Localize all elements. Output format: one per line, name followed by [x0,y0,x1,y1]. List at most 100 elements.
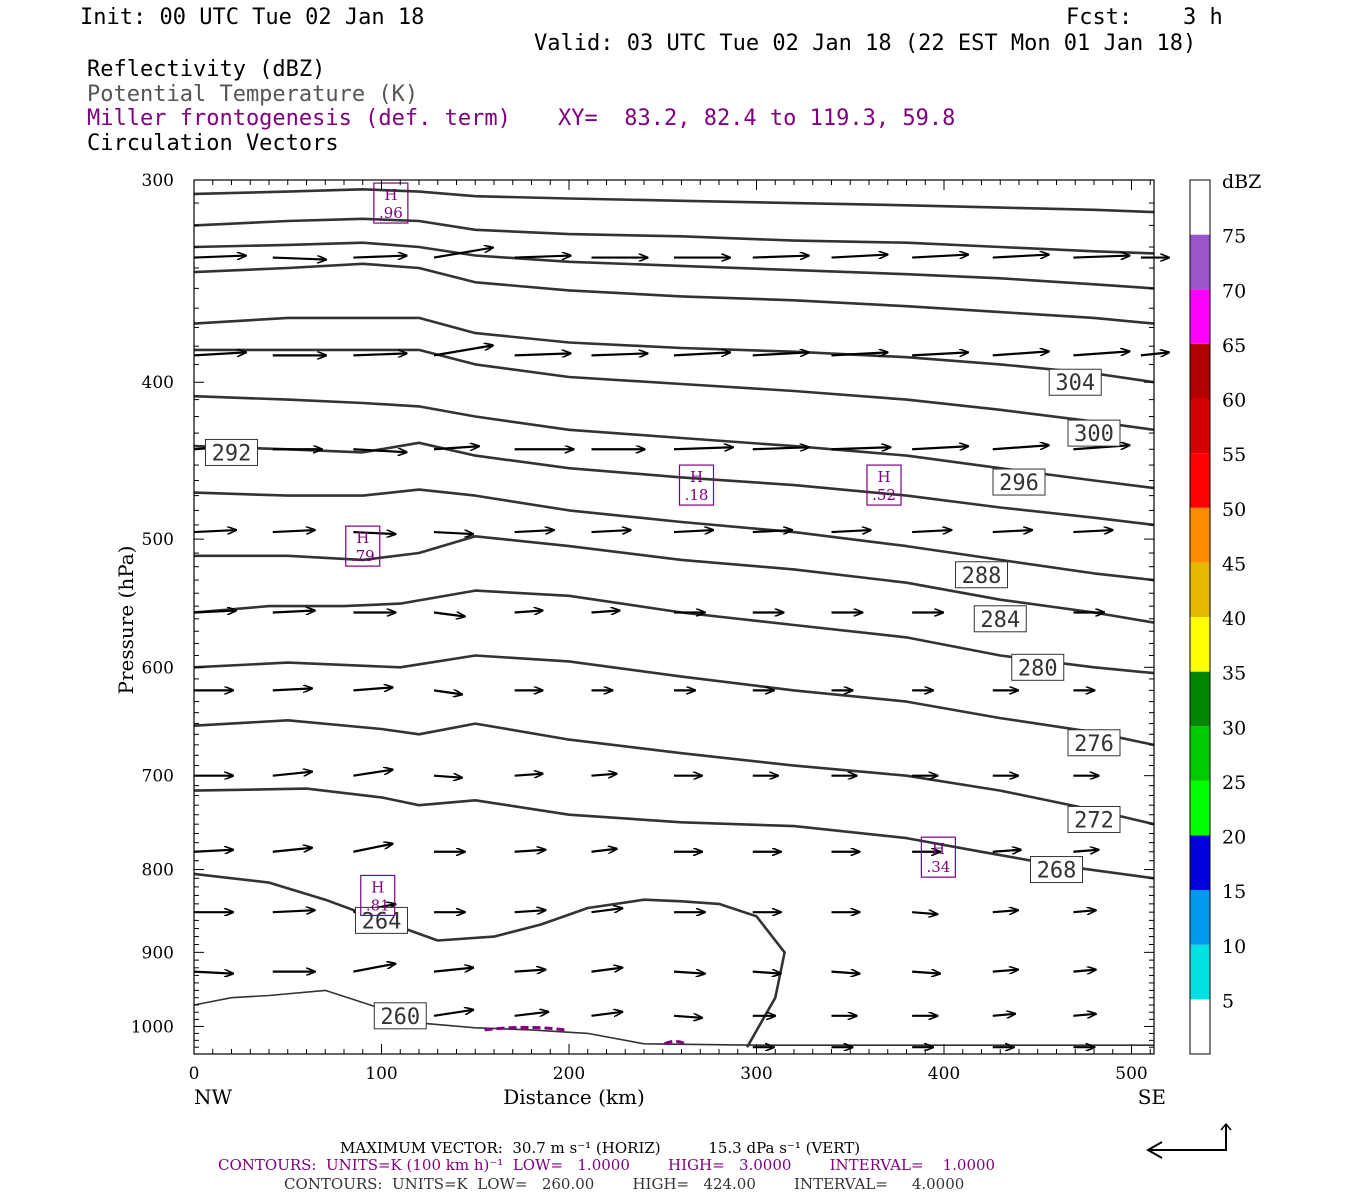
circulation-vector [992,1014,1015,1016]
circulation-vector [272,610,315,612]
colorbar-level-label: 70 [1222,280,1246,302]
circulation-vector [591,530,631,532]
circulation-vector [433,446,479,449]
init-time: Init: 00 UTC Tue 02 Jan 18 [80,5,425,30]
circulation-vector [673,352,730,355]
circulation-vector [591,774,617,776]
circulation-vector [514,910,546,912]
x-axis-label: Distance (km) [503,1085,645,1109]
circulation-vector [1073,910,1095,912]
circulation-vector [591,908,623,912]
reflectivity-patch-1 [663,1039,686,1046]
colorbar-swatch [1190,453,1210,508]
colorbar-swatch [1190,671,1210,727]
theta-contour-304 [193,316,1155,384]
theta-contour-320 [193,188,1155,214]
x-tick-label: 100 [365,1064,397,1084]
circulation-vector [912,972,940,974]
field-frontogenesis: Miller frontogenesis (def. term) [87,106,511,131]
circulation-vector [752,972,781,974]
theta-label-box [1067,805,1121,833]
frontogenesis-max-box [678,464,715,506]
y-tick-label: 800 [142,861,174,881]
circulation-vector [1073,850,1098,852]
circulation-vector [1073,530,1112,532]
colorbar-swatch [1190,835,1210,891]
theta-contour-284 [194,535,1155,624]
circulation-vector [193,530,236,532]
y-tick-label: 700 [142,767,174,787]
y-tick-label: 400 [142,373,174,393]
theta-contour-268 [193,787,1155,880]
end-label-right: SE [1138,1085,1166,1109]
circulation-vector [433,690,462,694]
circulation-vector [433,968,473,973]
colorbar-swatch [1190,890,1210,945]
frontogenesis-max-value: .18 [685,486,709,504]
theta-contour-292 [193,441,1155,527]
x-tick-label: 300 [740,1064,772,1084]
y-tick-label: 900 [142,943,174,963]
theta-label-box [1067,729,1121,757]
circulation-vectors [193,248,1169,1048]
circulation-vector [591,849,617,852]
circulation-vector [353,770,392,777]
circulation-vector [514,1012,549,1017]
axes: 0 100 200 300 400 500 300 400 500 600 700 800 900 100… [114,171,1166,1109]
circulation-vector [752,447,809,449]
circulation-vector [272,910,315,912]
forecast-hour: 3 h [1183,5,1223,30]
colorbar-swatch [1190,234,1210,290]
frontogenesis-max-label: H [877,468,890,486]
circulation-vector [1073,351,1129,357]
theta-contour-288 [193,488,1155,582]
circulation-vector [514,256,571,258]
circulation-vector [591,353,648,355]
circulation-vector [992,530,1032,532]
theta-label-box [373,1002,427,1030]
theta-label-292: 292 [212,441,252,466]
colorbar: 5 10 15 20 25 30 35 40 45 50 55 60 65 70 75 dBZ [1189,171,1261,1055]
end-label-left: NW [194,1085,233,1109]
frontogenesis-max-box [373,182,409,224]
theta-label-280: 280 [1018,656,1058,681]
colorbar-swatch [1190,944,1210,1000]
reflectivity-patch-0 [484,1025,566,1032]
circulation-vector [193,850,233,852]
frontogenesis-max-value: .96 [379,204,403,222]
circulation-vector [831,530,871,532]
circulation-vector [673,1016,702,1018]
field-reflectivity: Reflectivity (dBZ) [87,57,326,82]
colorbar-level-label: 65 [1222,335,1246,357]
x-tick-label: 0 [189,1064,200,1084]
colorbar-swatch [1190,617,1210,672]
x-tick-label: 500 [1115,1064,1147,1084]
frontogenesis-max-label: H [356,529,369,547]
y-tick-label: 300 [142,171,174,191]
theta-label-box [973,605,1027,633]
theta-label-box [355,906,408,934]
colorbar-level-label: 25 [1222,772,1246,794]
colorbar-swatch [1190,726,1210,781]
frontogenesis-max-value: .34 [926,858,950,876]
circulation-vector [992,255,1049,258]
colorbar-swatch [1190,343,1210,399]
theta-label-box [1067,419,1121,447]
frontogenesis-contour-info: CONTOURS: UNITS=K (100 km h)⁻¹ LOW= 1.00… [218,1156,996,1174]
colorbar-swatch [1190,180,1210,235]
circulation-vector [514,774,543,776]
circulation-vector [353,964,395,973]
theta-label-268: 268 [1037,859,1077,884]
circulation-vector [912,912,937,914]
colorbar-swatch [1190,289,1210,344]
field-potential-temperature: Potential Temperature (K) [87,82,419,107]
colorbar-swatch [1190,780,1210,836]
theta-contour-300 [194,348,1155,432]
circulation-vector [752,352,809,355]
theta-contour-info: CONTOURS: UNITS=K LOW= 260.00 HIGH= 424.… [284,1175,965,1193]
colorbar-swatch [1190,507,1210,563]
circulation-vector [272,688,312,690]
theta-label-box [992,468,1046,496]
theta-contour-272 [193,719,1155,826]
y-tick-label: 500 [142,530,174,550]
